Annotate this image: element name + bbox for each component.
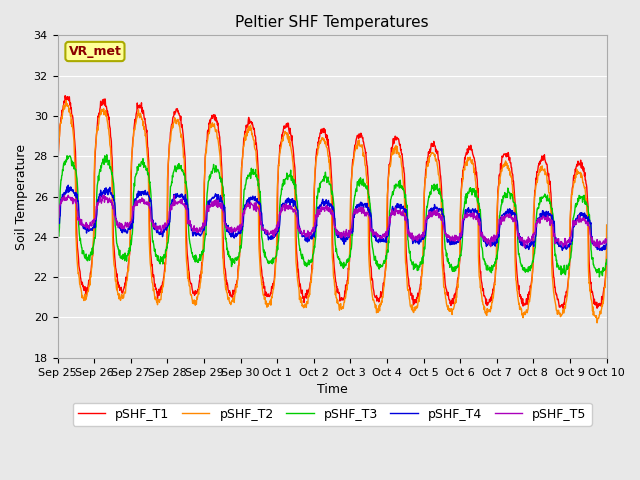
pSHF_T3 [596, 274, 604, 280]
Text: VR_met: VR_met [68, 45, 122, 58]
Title: Peltier SHF Temperatures: Peltier SHF Temperatures [236, 15, 429, 30]
pSHF_T2 [176, 126, 184, 132]
pSHF_T4 [490, 240, 497, 246]
pSHF_T3 [603, 257, 611, 263]
pSHF_T5 [100, 192, 108, 198]
pSHF_T5 [176, 198, 184, 204]
pSHF_T5 [490, 239, 497, 245]
pSHF_T3 [103, 152, 111, 157]
pSHF_T5 [603, 240, 611, 245]
pSHF_T1 [559, 305, 567, 311]
Line: pSHF_T2: pSHF_T2 [58, 101, 607, 323]
Line: pSHF_T1: pSHF_T1 [58, 96, 607, 308]
pSHF_T4 [538, 215, 545, 220]
pSHF_T1 [237, 172, 245, 178]
pSHF_T1 [603, 254, 611, 260]
pSHF_T4 [163, 226, 170, 231]
pSHF_T2 [163, 241, 170, 247]
pSHF_T1 [176, 113, 184, 119]
pSHF_T3 [176, 166, 184, 172]
Legend: pSHF_T1, pSHF_T2, pSHF_T3, pSHF_T4, pSHF_T5: pSHF_T1, pSHF_T2, pSHF_T3, pSHF_T4, pSHF… [72, 403, 591, 426]
pSHF_T2 [54, 168, 61, 174]
pSHF_T5 [54, 216, 61, 221]
pSHF_T3 [538, 194, 545, 200]
pSHF_T5 [538, 215, 545, 220]
pSHF_T4 [65, 182, 72, 188]
pSHF_T2 [418, 276, 426, 281]
pSHF_T1 [61, 93, 69, 98]
pSHF_T1 [538, 153, 545, 159]
pSHF_T3 [418, 259, 426, 264]
pSHF_T3 [237, 241, 245, 247]
pSHF_T2 [490, 295, 497, 301]
pSHF_T1 [418, 274, 426, 279]
pSHF_T4 [237, 223, 245, 229]
Line: pSHF_T3: pSHF_T3 [58, 155, 607, 277]
pSHF_T1 [54, 218, 61, 224]
pSHF_T4 [418, 235, 426, 240]
pSHF_T3 [54, 240, 61, 246]
pSHF_T2 [62, 98, 70, 104]
pSHF_T2 [593, 320, 601, 326]
pSHF_T3 [490, 264, 497, 269]
pSHF_T2 [237, 164, 245, 170]
pSHF_T4 [598, 248, 606, 253]
Line: pSHF_T5: pSHF_T5 [58, 195, 607, 248]
Line: pSHF_T4: pSHF_T4 [58, 185, 607, 251]
pSHF_T2 [603, 222, 611, 228]
X-axis label: Time: Time [317, 383, 348, 396]
pSHF_T1 [490, 288, 497, 293]
pSHF_T5 [163, 221, 170, 227]
pSHF_T5 [237, 221, 245, 227]
Y-axis label: Soil Temperature: Soil Temperature [15, 144, 28, 250]
pSHF_T3 [163, 244, 170, 250]
pSHF_T4 [54, 221, 61, 227]
pSHF_T4 [176, 193, 184, 199]
pSHF_T5 [418, 234, 426, 240]
pSHF_T2 [538, 165, 545, 170]
pSHF_T4 [603, 241, 611, 247]
pSHF_T1 [163, 243, 170, 249]
pSHF_T5 [596, 245, 604, 251]
